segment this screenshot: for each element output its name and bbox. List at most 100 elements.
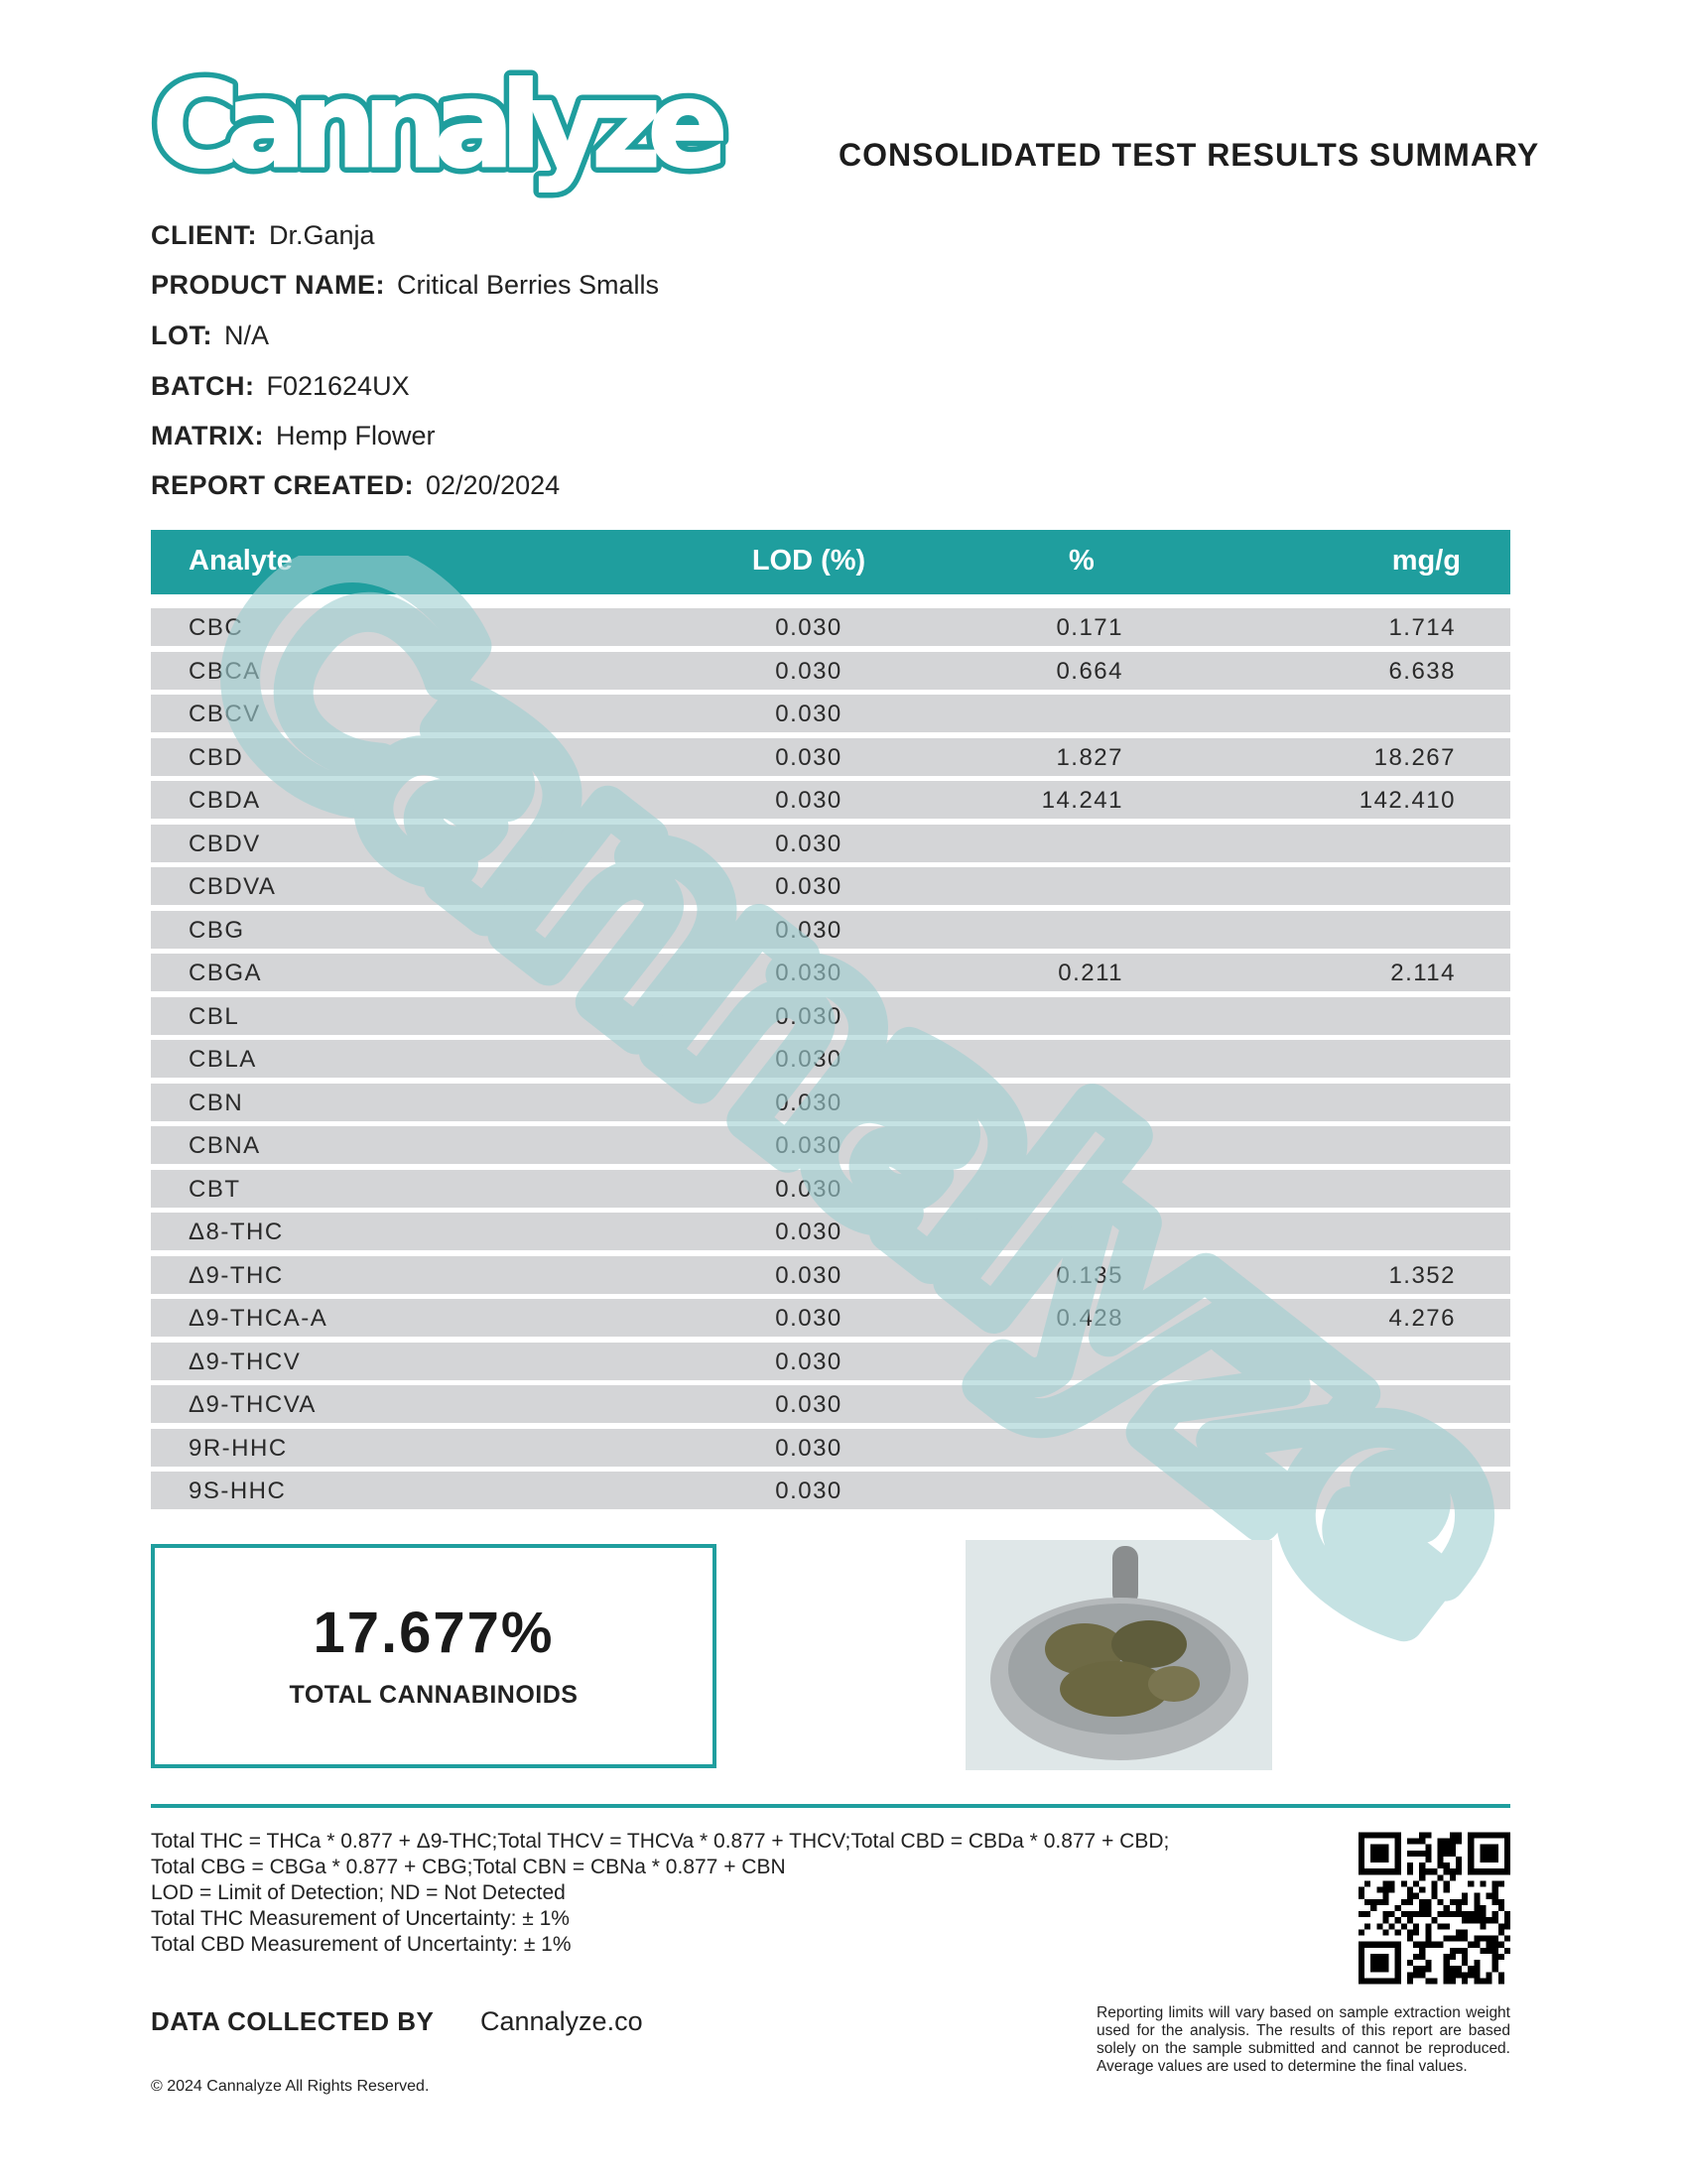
col-lod: LOD (%) (751, 545, 866, 577)
cell-percent: 0.664 (1056, 657, 1123, 685)
cell-lod: 0.030 (775, 787, 842, 814)
cell-mgg: 18.267 (1373, 743, 1456, 771)
table-row: CBG 0.030 (151, 910, 1510, 949)
table-row: CBC 0.030 0.171 1.714 (151, 608, 1510, 646)
cell-analyte: CBC (189, 614, 244, 641)
footnote-lod: LOD = Limit of Detection; ND = Not Detec… (151, 1881, 566, 1904)
cell-mgg: 4.276 (1388, 1305, 1456, 1332)
sample-photo (966, 1540, 1272, 1770)
table-row: CBDVA 0.030 (151, 867, 1510, 905)
cell-analyte: CBL (189, 1002, 240, 1030)
section-divider (151, 1804, 1510, 1808)
table-row: Δ9-THCA-A 0.030 0.428 4.276 (151, 1299, 1510, 1337)
product-name-field: PRODUCT NAME: Critical Berries Smalls (151, 270, 660, 300)
cell-analyte: CBDV (189, 830, 261, 857)
cell-lod: 0.030 (775, 1305, 842, 1332)
cell-analyte: CBDA (189, 787, 261, 814)
report-created-field: REPORT CREATED: 02/20/2024 (151, 470, 561, 500)
cell-analyte: CBNA (189, 1132, 261, 1159)
cannalyze-logo: Cannalyze Cannalyze (149, 55, 734, 200)
cell-analyte: Δ9-THC (189, 1261, 284, 1289)
footnote-cbd-uncertainty: Total CBD Measurement of Uncertainty: ± … (151, 1933, 572, 1956)
cell-lod: 0.030 (775, 1477, 842, 1504)
cell-lod: 0.030 (775, 1391, 842, 1418)
cell-analyte: Δ9-THCVA (189, 1391, 317, 1418)
data-collected-value: Cannalyze.co (480, 2006, 643, 2036)
cell-percent: 0.211 (1058, 960, 1123, 986)
table-row: CBCV 0.030 (151, 695, 1510, 732)
cell-lod: 0.030 (775, 1046, 842, 1073)
batch-field: BATCH: F021624UX (151, 371, 410, 401)
table-row: 9S-HHC 0.030 (151, 1472, 1510, 1509)
client-field: CLIENT: Dr.Ganja (151, 220, 375, 250)
cell-lod: 0.030 (775, 1261, 842, 1289)
table-row: CBDV 0.030 (151, 824, 1510, 862)
cell-analyte: Δ9-THCV (189, 1348, 302, 1375)
table-row: CBL 0.030 (151, 996, 1510, 1035)
cell-lod: 0.030 (775, 960, 842, 986)
table-row: CBDA 0.030 14.241 142.410 (151, 781, 1510, 819)
footnote-formula-1: Total THC = THCa * 0.877 + Δ9-THC;Total … (151, 1830, 1170, 1853)
col-percent: % (1069, 545, 1095, 577)
cell-lod: 0.030 (775, 1089, 842, 1116)
table-row: CBLA 0.030 (151, 1040, 1510, 1078)
footnote-formula-2: Total CBG = CBGa * 0.877 + CBG;Total CBN… (151, 1856, 786, 1878)
cell-lod: 0.030 (775, 743, 842, 771)
cell-analyte: Δ9-THCA-A (189, 1305, 328, 1332)
results-table-header: Analyte LOD (%) % mg/g (151, 530, 1510, 594)
col-analyte: Analyte (189, 545, 293, 577)
matrix-field: MATRIX: Hemp Flower (151, 421, 436, 450)
qr-code[interactable] (1359, 1832, 1510, 1985)
table-row: CBCA 0.030 0.664 6.638 (151, 651, 1510, 690)
cell-analyte: CBLA (189, 1046, 257, 1073)
cell-analyte: CBN (189, 1089, 244, 1116)
cell-lod: 0.030 (775, 701, 842, 727)
table-row: CBD 0.030 1.827 18.267 (151, 737, 1510, 776)
cell-mgg: 142.410 (1359, 787, 1456, 814)
total-cannabinoids-value: 17.677% (313, 1601, 555, 1665)
report-title: CONSOLIDATED TEST RESULTS SUMMARY (839, 137, 1540, 173)
cell-lod: 0.030 (775, 614, 842, 641)
total-cannabinoids-box: 17.677% TOTAL CANNABINOIDS (151, 1544, 716, 1768)
cell-analyte: CBGA (189, 960, 263, 986)
table-row: Δ9-THCV 0.030 (151, 1342, 1510, 1380)
table-row: Δ8-THC 0.030 (151, 1213, 1510, 1250)
cell-lod: 0.030 (775, 873, 842, 900)
copyright: © 2024 Cannalyze All Rights Reserved. (151, 2078, 430, 2095)
cell-lod: 0.030 (775, 1348, 842, 1375)
svg-text:Cannalyze: Cannalyze (153, 57, 723, 193)
table-row: 9R-HHC 0.030 (151, 1428, 1510, 1467)
footnote-thc-uncertainty: Total THC Measurement of Uncertainty: ± … (151, 1907, 570, 1930)
cell-analyte: Δ8-THC (189, 1219, 284, 1245)
cell-percent: 0.171 (1056, 614, 1123, 641)
cell-percent: 0.428 (1056, 1305, 1123, 1332)
cell-mgg: 1.714 (1388, 614, 1456, 641)
cell-mgg: 6.638 (1388, 657, 1456, 685)
cell-lod: 0.030 (775, 1175, 842, 1203)
data-collected-label: DATA COLLECTED BY (151, 2006, 435, 2036)
cell-percent: 1.827 (1056, 743, 1123, 771)
cell-analyte: CBDVA (189, 873, 277, 900)
table-row: CBT 0.030 (151, 1169, 1510, 1208)
cell-analyte: CBCA (189, 657, 261, 685)
table-row: CBGA 0.030 0.211 2.114 (151, 954, 1510, 991)
cell-lod: 0.030 (775, 657, 842, 685)
table-row: CBN 0.030 (151, 1083, 1510, 1121)
cell-lod: 0.030 (775, 1219, 842, 1245)
cell-lod: 0.030 (775, 1434, 842, 1462)
lot-field: LOT: N/A (151, 321, 270, 350)
cell-analyte: CBD (189, 743, 244, 771)
cell-percent: 0.135 (1056, 1261, 1123, 1289)
table-row: CBNA 0.030 (151, 1126, 1510, 1164)
cell-analyte: 9R-HHC (189, 1434, 288, 1462)
cell-lod: 0.030 (775, 1002, 842, 1030)
table-row: Δ9-THCVA 0.030 (151, 1385, 1510, 1423)
cell-lod: 0.030 (775, 1132, 842, 1159)
cell-lod: 0.030 (775, 916, 842, 944)
cell-analyte: CBG (189, 916, 245, 944)
col-mgg: mg/g (1391, 545, 1461, 577)
svg-text:Cannalyze: Cannalyze (153, 57, 723, 193)
cell-mgg: 2.114 (1390, 960, 1456, 986)
cell-percent: 14.241 (1041, 787, 1123, 814)
table-row: Δ9-THC 0.030 0.135 1.352 (151, 1255, 1510, 1294)
